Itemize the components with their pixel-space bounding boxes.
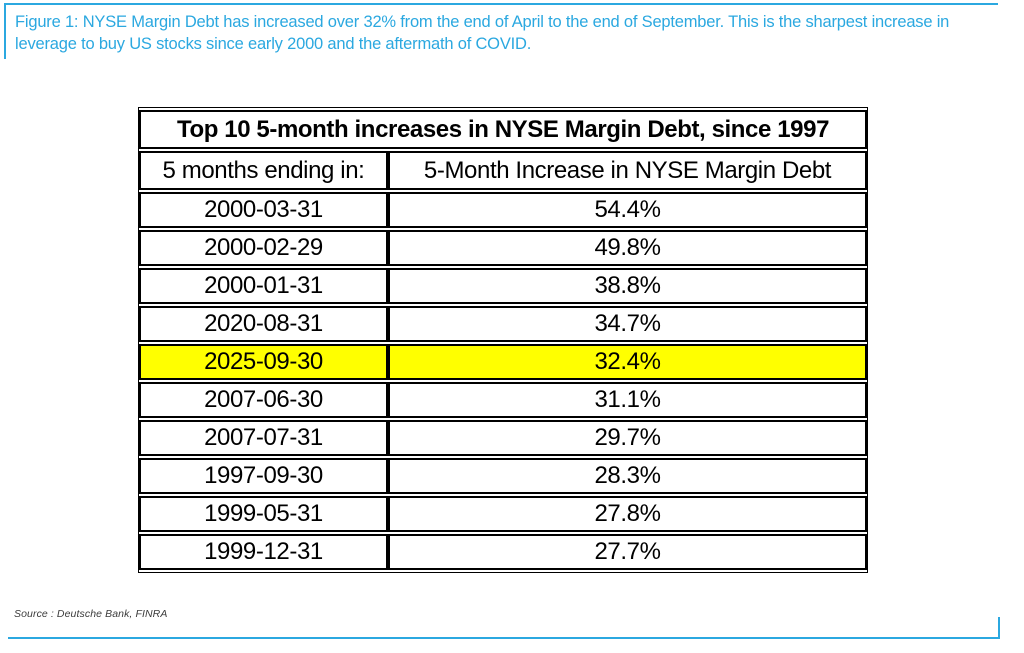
table-row-highlighted: 2025-09-30 32.4% (139, 344, 867, 380)
table-row: 2000-01-31 38.8% (139, 268, 867, 304)
table-title-row: Top 10 5-month increases in NYSE Margin … (139, 110, 867, 149)
table-row: 2020-08-31 34.7% (139, 306, 867, 342)
table-row: 1999-05-31 27.8% (139, 496, 867, 532)
margin-debt-table: Top 10 5-month increases in NYSE Margin … (138, 107, 868, 573)
table-row: 1997-09-30 28.3% (139, 458, 867, 494)
column-header-increase: 5-Month Increase in NYSE Margin Debt (387, 151, 867, 190)
cell-increase: 29.7% (387, 420, 867, 456)
cell-increase: 49.8% (387, 230, 867, 266)
cell-increase: 54.4% (387, 192, 867, 228)
cell-increase: 27.8% (387, 496, 867, 532)
cell-ending-date: 2025-09-30 (139, 344, 388, 380)
cell-ending-date: 2020-08-31 (139, 306, 388, 342)
table-header-row: 5 months ending in: 5-Month Increase in … (139, 151, 867, 190)
source-note: Source : Deutsche Bank, FINRA (14, 608, 168, 620)
figure-caption: Figure 1: NYSE Margin Debt has increased… (15, 13, 950, 53)
cell-ending-date: 1999-05-31 (139, 496, 388, 532)
cell-increase: 32.4% (387, 344, 867, 380)
table-row: 2000-03-31 54.4% (139, 192, 867, 228)
cell-ending-date: 1999-12-31 (139, 534, 388, 570)
cell-ending-date: 2000-01-31 (139, 268, 388, 304)
cell-increase: 38.8% (387, 268, 867, 304)
rule-end-tick (998, 617, 1000, 639)
cell-ending-date: 2000-03-31 (139, 192, 388, 228)
bottom-rule (8, 617, 1000, 639)
cell-increase: 34.7% (387, 306, 867, 342)
cell-ending-date: 2000-02-29 (139, 230, 388, 266)
table-row: 1999-12-31 27.7% (139, 534, 867, 570)
cell-increase: 31.1% (387, 382, 867, 418)
cell-ending-date: 2007-07-31 (139, 420, 388, 456)
table-row: 2007-07-31 29.7% (139, 420, 867, 456)
cell-increase: 28.3% (387, 458, 867, 494)
table-row: 2007-06-30 31.1% (139, 382, 867, 418)
cell-increase: 27.7% (387, 534, 867, 570)
cell-ending-date: 2007-06-30 (139, 382, 388, 418)
column-header-ending-date: 5 months ending in: (139, 151, 388, 190)
figure-caption-block: Figure 1: NYSE Margin Debt has increased… (4, 3, 998, 59)
table-row: 2000-02-29 49.8% (139, 230, 867, 266)
cell-ending-date: 1997-09-30 (139, 458, 388, 494)
table-title: Top 10 5-month increases in NYSE Margin … (139, 110, 867, 149)
